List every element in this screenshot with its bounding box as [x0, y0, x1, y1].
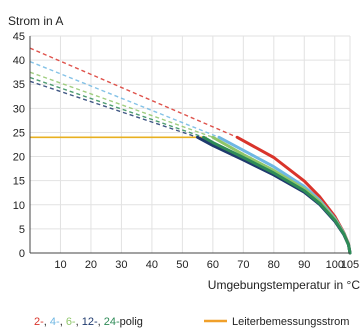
y-tick-label-5: 5	[19, 224, 25, 236]
legend-part-8: 24-	[104, 316, 120, 328]
legend-part-1: ,	[44, 316, 50, 328]
x-tick-label-50: 50	[176, 259, 188, 271]
x-axis-title: Umgebungstemperatur in °C	[208, 278, 361, 292]
y-axis-title: Strom in A	[8, 14, 63, 28]
series-4-dashed-line	[29, 76, 204, 138]
x-tick-label-10: 10	[54, 259, 66, 271]
axes	[29, 36, 350, 254]
legend-derating-label: 2-, 4-, 6-, 12-, 24-polig	[34, 316, 143, 328]
legend-part-2: 4-	[50, 316, 60, 328]
legend-part-9: polig	[120, 316, 143, 328]
x-tick-label-90: 90	[298, 259, 310, 271]
x-tick-label-20: 20	[85, 259, 97, 271]
legend-part-7: ,	[98, 316, 104, 328]
series-1-dashed-line	[29, 60, 220, 138]
x-tick-label-80: 80	[268, 259, 280, 271]
series-0-dashed-line	[29, 47, 238, 138]
legend-part-5: ,	[76, 316, 82, 328]
tick-labels: 0 5 10 15 20 25 30 35 40 45 10 20 30 40 50 60 70 80 90 1001…	[13, 31, 359, 271]
y-tick-label-30: 30	[13, 103, 25, 115]
legend-rated-label: Leiterbemessungsstrom	[232, 316, 349, 328]
series-group	[29, 47, 352, 255]
x-tick-label-40: 40	[146, 259, 158, 271]
x-tick-label-100: 100	[326, 259, 344, 271]
y-tick-label-40: 40	[13, 55, 25, 67]
y-tick-label-45: 45	[13, 31, 25, 43]
legend-part-3: ,	[60, 316, 66, 328]
x-tick-label-105: 105	[341, 259, 359, 271]
y-tick-label-0: 0	[19, 248, 25, 260]
legend-part-0: 2-	[34, 316, 44, 328]
y-tick-label-20: 20	[13, 152, 25, 164]
series-2-dashed-line	[29, 71, 214, 138]
legend-part-6: 12-	[82, 316, 98, 328]
x-tick-label-70: 70	[237, 259, 249, 271]
x-tick-label-60: 60	[207, 259, 219, 271]
y-tick-label-35: 35	[13, 79, 25, 91]
y-tick-label-15: 15	[13, 176, 25, 188]
y-tick-label-10: 10	[13, 200, 25, 212]
series-3-dashed-line	[29, 80, 198, 138]
legend: 2-, 4-, 6-, 12-, 24-polig Leiterbemessun…	[34, 316, 349, 328]
x-tick-label-30: 30	[115, 259, 127, 271]
legend-part-4: 6-	[66, 316, 76, 328]
series-4-solid-line	[202, 135, 352, 255]
y-tick-label-25: 25	[13, 127, 25, 139]
